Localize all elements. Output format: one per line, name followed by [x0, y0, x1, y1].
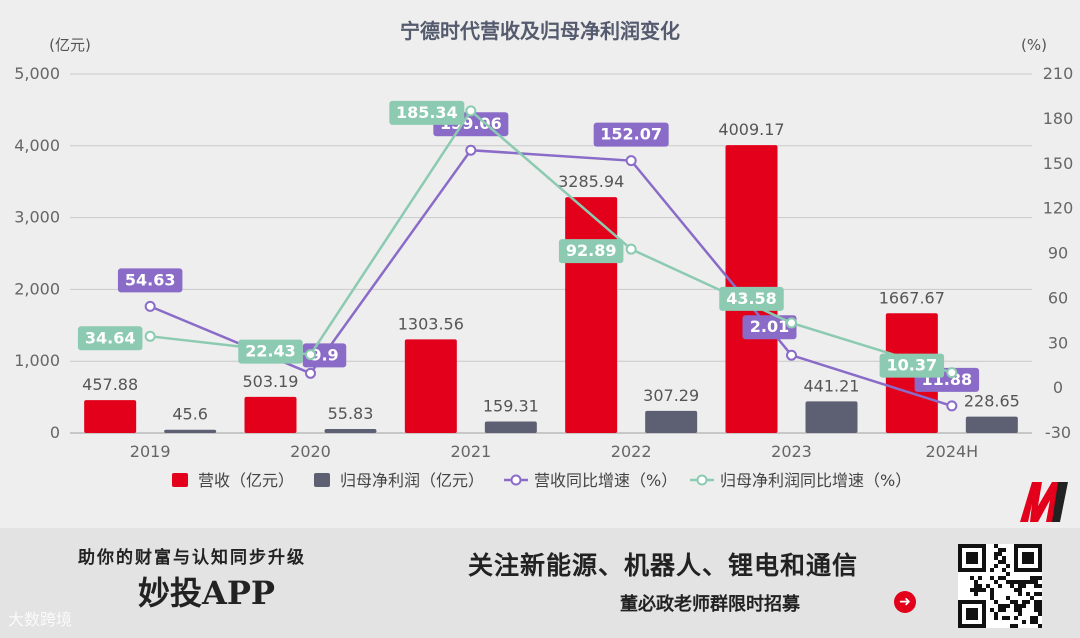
bar	[965, 416, 1018, 433]
promo-banner[interactable]: 助你的财富与认知同步升级 妙投APP 关注新能源、机器人、锂电和通信 董必政老师…	[0, 528, 1080, 638]
x-tick-label: 2019	[130, 442, 171, 461]
bar-label: 1667.67	[879, 288, 945, 307]
bar-label: 45.6	[172, 405, 208, 424]
right-tick-label: 30	[1048, 333, 1068, 352]
line-label-tag	[742, 315, 797, 340]
arrow-right-icon[interactable]: ➜	[894, 591, 916, 613]
line-point	[144, 300, 156, 312]
chart-area: 宁德时代营收及归母净利润变化 (亿元) (%) 0 1,000 2,000 3,000 4,0…	[14, 19, 1074, 490]
banner-slogan: 助你的财富与认知同步升级	[78, 548, 306, 568]
brand-logo-icon	[1020, 482, 1068, 522]
right-tick-label: 60	[1048, 288, 1068, 307]
x-tick-label: 2021	[450, 442, 491, 461]
line-label-tag	[558, 239, 624, 264]
line-point	[625, 243, 637, 255]
line-label-tag	[238, 339, 303, 364]
legend-swatch	[172, 473, 188, 487]
bar-label: 3285.94	[558, 172, 624, 191]
x-tick-label: 2023	[771, 442, 812, 461]
bar	[164, 429, 217, 433]
line-point	[144, 330, 156, 342]
line-point	[465, 144, 477, 156]
banner-app-name: 妙投APP	[138, 574, 275, 612]
line-point	[465, 105, 477, 117]
bar-label: 1303.56	[398, 314, 464, 333]
right-tick-label: 150	[1043, 154, 1074, 173]
line-label-tag	[879, 353, 945, 378]
x-tick-label: 2020	[290, 442, 331, 461]
legend-marker	[510, 474, 522, 486]
line-label: 34.64	[85, 328, 136, 347]
line-point	[305, 349, 316, 361]
line-point	[786, 317, 797, 329]
line-point	[946, 400, 958, 412]
legend-swatch	[314, 473, 330, 487]
legend-label: 营收同比增速（%）	[534, 471, 677, 490]
line-label: 9.9	[310, 345, 338, 364]
bar	[244, 396, 297, 433]
bar	[484, 421, 537, 433]
bar-label: 228.65	[964, 392, 1020, 411]
right-tick-label: 90	[1048, 244, 1068, 263]
x-tick-label: 2024H	[925, 442, 978, 461]
line-label: 185.34	[396, 103, 458, 122]
right-tick-label: 180	[1043, 109, 1074, 128]
right-tick-label: -30	[1045, 423, 1071, 442]
line-label: 10.37	[887, 356, 938, 375]
bar-label: 55.83	[328, 404, 374, 423]
line-label: 92.89	[566, 241, 617, 260]
bar-label: 441.21	[804, 376, 860, 395]
x-tick-label: 2022	[611, 442, 652, 461]
line-label-tag	[389, 100, 465, 125]
line-point	[946, 367, 958, 379]
legend-marker	[696, 474, 708, 486]
line-label-tag	[719, 286, 784, 311]
banner-promo-sub: 董必政老师群限时招募	[620, 594, 800, 615]
line-label-tag	[593, 122, 669, 147]
bar-label: 159.31	[483, 397, 539, 416]
series-line	[150, 109, 953, 374]
chart-svg: 宁德时代营收及归母净利润变化 (亿元) (%) 0 1,000 2,000 3,000 4,0…	[14, 19, 1074, 490]
line-label: 2.01	[750, 317, 789, 336]
left-tick-label: 2,000	[14, 279, 60, 298]
bar-label: 307.29	[643, 386, 699, 405]
bar	[805, 401, 858, 433]
qr-code-icon	[958, 544, 1042, 628]
left-tick-label: 1,000	[14, 351, 60, 370]
chart-title: 宁德时代营收及归母净利润变化	[400, 19, 680, 43]
left-tick-label: 5,000	[14, 64, 60, 83]
right-tick-label: 120	[1043, 199, 1074, 218]
bar	[404, 339, 457, 433]
line-point	[786, 349, 797, 361]
line-point	[305, 367, 316, 379]
right-tick-label: 0	[1053, 378, 1063, 397]
left-tick-label: 0	[50, 423, 60, 442]
bar	[565, 197, 618, 433]
line-label: 54.63	[125, 270, 176, 289]
bar-label: 4009.17	[718, 120, 784, 139]
right-tick-label: 210	[1043, 64, 1074, 83]
bar-label: 503.19	[243, 372, 299, 391]
bar	[645, 410, 698, 433]
line-label: 152.07	[600, 125, 662, 144]
series-line	[149, 148, 953, 408]
bar-label: 457.88	[82, 375, 138, 394]
legend-label: 归母净利润（亿元）	[340, 471, 484, 490]
line-label: 22.43	[245, 342, 296, 361]
watermark: 大数跨境	[8, 610, 73, 629]
left-axis-unit: (亿元)	[49, 36, 91, 54]
banner-promo: 关注新能源、机器人、锂电和通信	[468, 551, 859, 580]
legend-label: 营收（亿元）	[198, 471, 294, 490]
left-tick-label: 4,000	[14, 136, 60, 155]
line-label: 43.58	[726, 289, 777, 308]
right-axis-unit: (%)	[1021, 36, 1047, 54]
bar	[324, 428, 377, 433]
line-label-tag	[77, 326, 143, 351]
left-tick-label: 3,000	[14, 208, 60, 227]
line-point	[625, 155, 637, 167]
bar	[84, 400, 137, 433]
legend-label: 归母净利润同比增速（%）	[720, 471, 911, 490]
line-label-tag	[117, 268, 183, 293]
